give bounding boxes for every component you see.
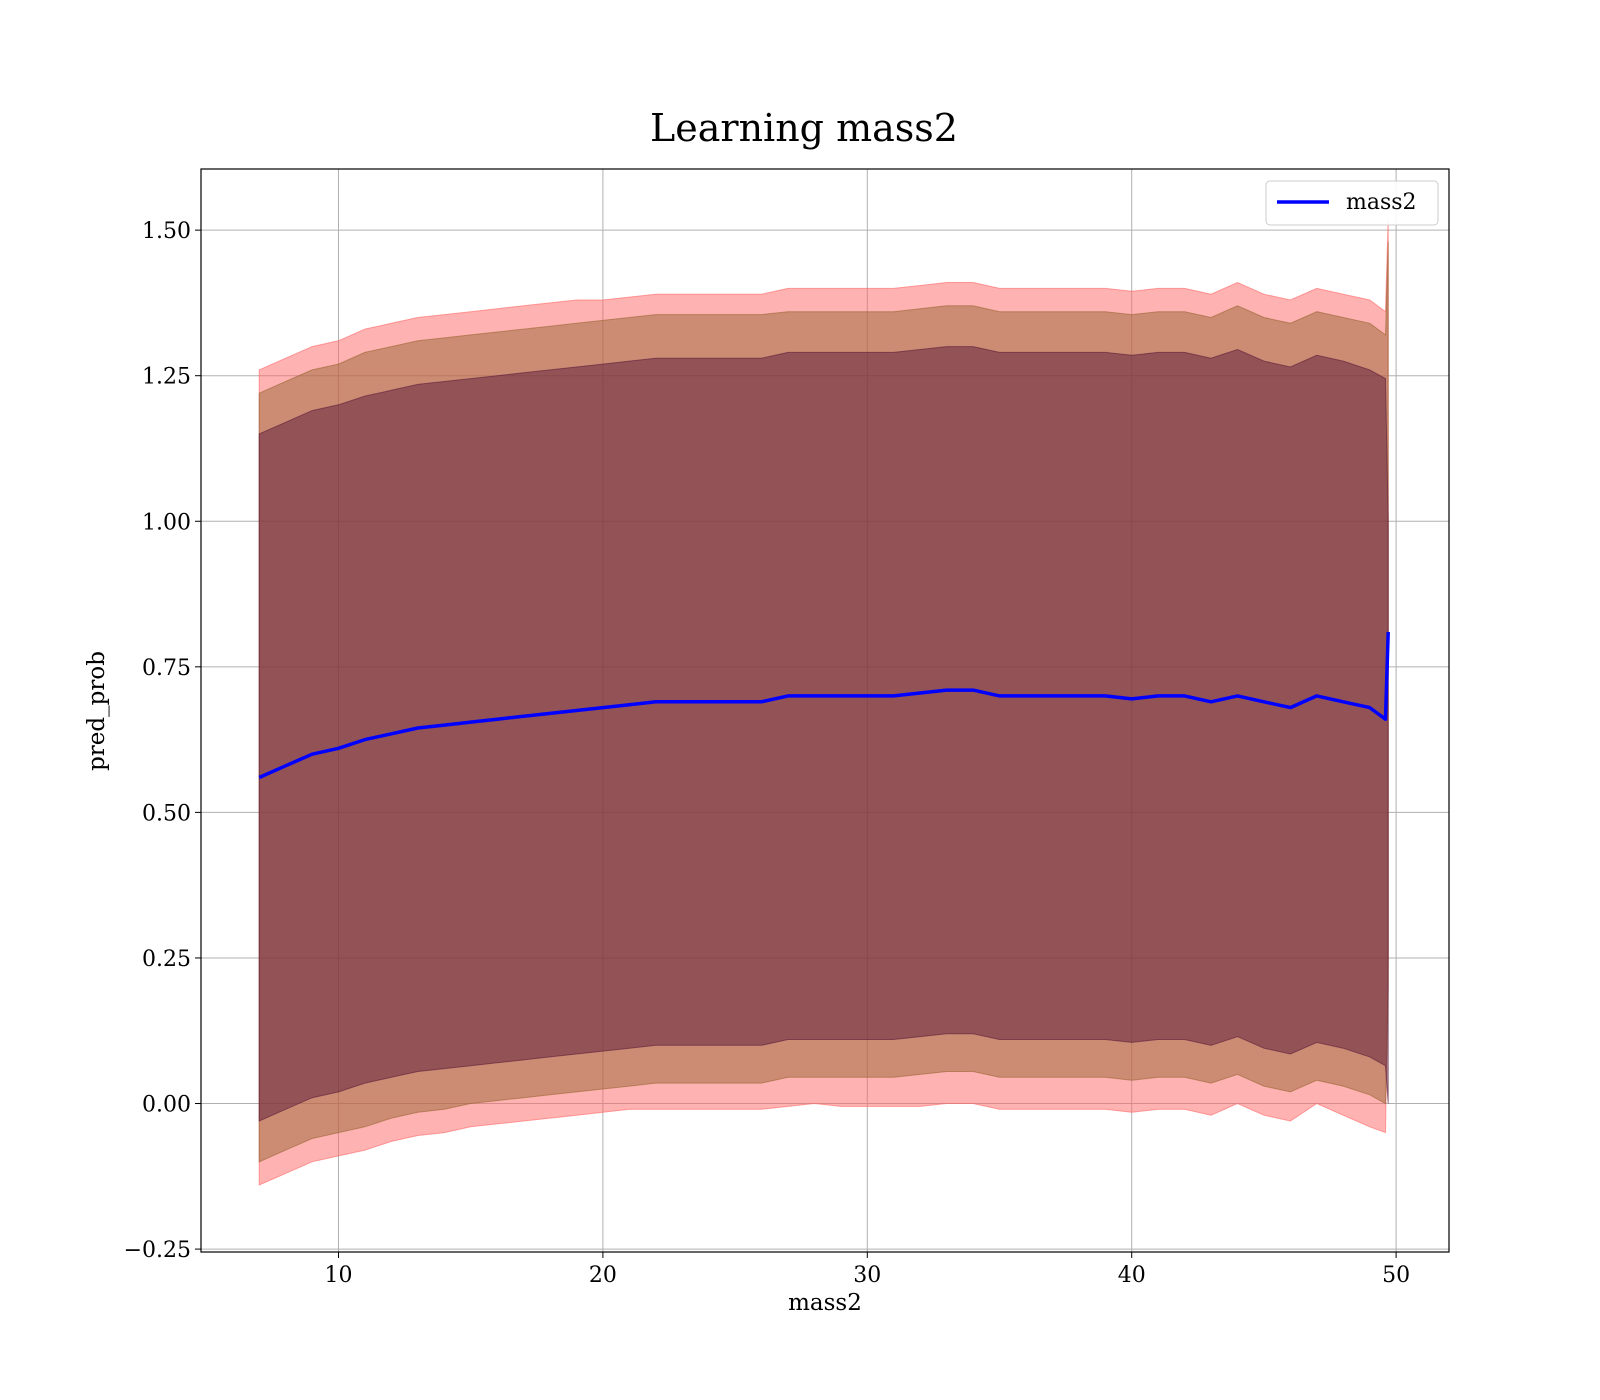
- y-tick-label-2: 0.25: [142, 947, 191, 972]
- x-axis-ticks: 10 20 30 40 50: [324, 1252, 1410, 1288]
- band-inner: [258, 346, 1389, 1122]
- legend-label-mass2: mass2: [1346, 190, 1417, 215]
- y-axis-ticks: −0.25 0.00 0.25 0.50 0.75 1.00 1.25 1.50: [124, 219, 201, 1263]
- confidence-bands: [258, 218, 1389, 1186]
- y-tick-label-1: 0.00: [142, 1093, 191, 1118]
- x-tick-label-1: 20: [589, 1263, 617, 1288]
- y-tick-label-6: 1.25: [142, 365, 191, 390]
- x-tick-label-2: 30: [853, 1263, 881, 1288]
- legend-box: [1265, 180, 1439, 226]
- legend: mass2: [1265, 180, 1439, 226]
- x-tick-label-0: 10: [324, 1263, 352, 1288]
- x-tick-label-3: 40: [1118, 1263, 1146, 1288]
- series-lines: [258, 631, 1390, 780]
- y-tick-label-0: −0.25: [124, 1238, 191, 1263]
- y-tick-label-3: 0.50: [142, 801, 191, 826]
- x-axis-label: mass2: [788, 1290, 862, 1316]
- series-line-mass2: [258, 631, 1390, 780]
- x-tick-label-4: 50: [1382, 1263, 1410, 1288]
- y-tick-label-7: 1.50: [142, 219, 191, 244]
- y-tick-label-5: 1.00: [142, 510, 191, 535]
- y-tick-label-4: 0.75: [142, 656, 191, 681]
- plot-frame: [200, 168, 1450, 1253]
- chart-title: Learning mass2: [650, 106, 958, 150]
- y-axis-label: pred_prob: [84, 651, 110, 771]
